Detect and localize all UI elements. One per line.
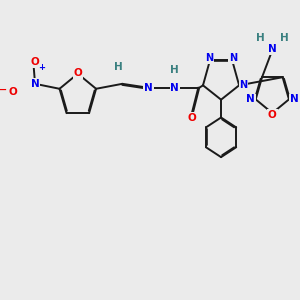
Text: H: H (170, 65, 179, 75)
Text: N: N (290, 94, 298, 104)
Text: N: N (268, 44, 277, 55)
Text: O: O (268, 110, 277, 120)
Text: N: N (31, 79, 39, 89)
Text: N: N (144, 83, 153, 93)
Text: N: N (239, 80, 247, 90)
Text: N: N (205, 53, 213, 63)
Text: O: O (74, 68, 82, 78)
Text: H: H (114, 62, 123, 72)
Text: O: O (31, 57, 39, 67)
Text: N: N (246, 94, 255, 104)
Text: H: H (280, 33, 289, 43)
Text: +: + (38, 64, 45, 73)
Text: H: H (256, 33, 265, 43)
Text: N: N (229, 53, 237, 63)
Text: O: O (188, 112, 197, 122)
Text: N: N (170, 83, 179, 93)
Text: −: − (0, 85, 8, 95)
Text: O: O (9, 87, 18, 97)
